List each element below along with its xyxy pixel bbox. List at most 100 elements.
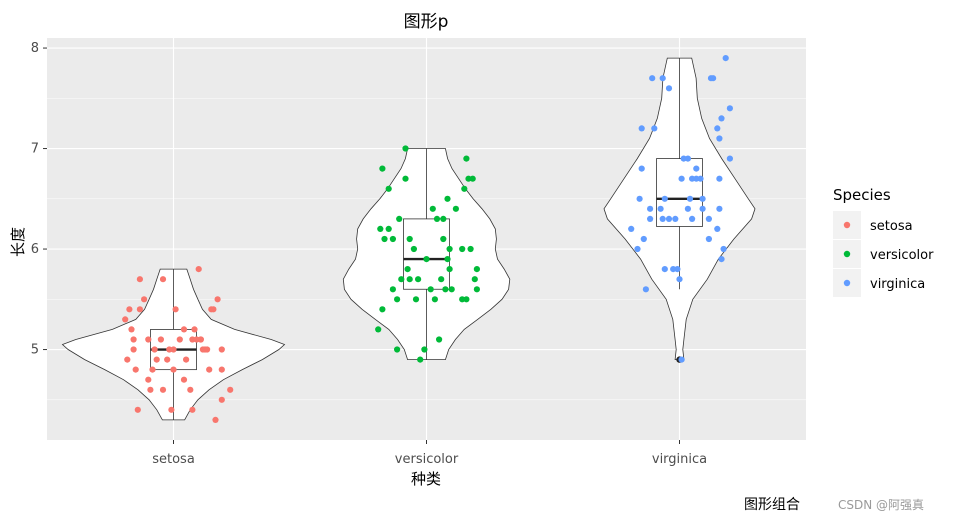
point-virginica: [636, 195, 643, 202]
point-versicolor: [394, 296, 401, 303]
point-virginica: [714, 225, 721, 232]
point-setosa: [159, 386, 167, 393]
point-setosa: [197, 336, 204, 343]
point-setosa: [145, 376, 152, 383]
point-virginica: [665, 215, 673, 222]
point-virginica: [678, 175, 685, 182]
point-virginica: [651, 125, 658, 132]
point-virginica: [634, 245, 641, 253]
point-virginica: [640, 235, 647, 243]
y-tick-label: 7: [31, 142, 39, 157]
point-virginica: [628, 225, 635, 232]
point-virginica: [670, 266, 677, 273]
point-versicolor: [379, 165, 386, 172]
point-versicolor: [446, 266, 453, 273]
figure-caption: 图形组合: [744, 497, 800, 513]
watermark: CSDN @阿强真: [838, 498, 925, 512]
point-setosa: [180, 326, 188, 333]
point-virginica: [638, 165, 645, 172]
point-setosa: [141, 296, 148, 303]
point-setosa: [132, 366, 139, 373]
point-virginica: [665, 85, 673, 92]
point-virginica: [718, 115, 725, 122]
point-virginica: [720, 245, 727, 253]
point-virginica: [678, 356, 685, 363]
point-versicolor: [463, 155, 470, 162]
point-virginica: [699, 195, 706, 202]
point-setosa: [159, 276, 167, 283]
point-versicolor: [396, 215, 403, 222]
point-virginica: [647, 215, 654, 222]
point-versicolor: [459, 245, 466, 253]
point-virginica: [638, 125, 645, 132]
point-setosa: [191, 326, 198, 333]
x-tick-label: versicolor: [395, 452, 459, 467]
point-virginica: [689, 215, 696, 222]
y-tick-label: 5: [31, 343, 39, 358]
point-versicolor: [429, 205, 436, 212]
point-virginica: [726, 105, 734, 112]
point-versicolor: [469, 175, 476, 182]
point-virginica: [697, 175, 704, 182]
point-setosa: [147, 386, 154, 393]
point-versicolor: [436, 336, 443, 343]
point-setosa: [149, 366, 156, 373]
point-versicolor: [473, 266, 480, 273]
y-axis: 5 6 7 8: [31, 41, 47, 358]
point-setosa: [157, 336, 164, 343]
point-virginica: [726, 155, 734, 162]
point-setosa: [136, 306, 143, 313]
x-axis: setosa versicolor virginica: [152, 440, 707, 467]
point-versicolor: [402, 145, 409, 152]
point-versicolor: [375, 326, 382, 333]
point-virginica: [657, 205, 664, 212]
box-versicolor: [403, 218, 450, 290]
y-axis-title: 长度: [9, 227, 27, 257]
point-versicolor: [377, 225, 384, 232]
legend-title: Species: [833, 186, 891, 204]
point-versicolor: [410, 245, 417, 253]
point-setosa: [130, 336, 137, 343]
point-versicolor: [442, 286, 449, 293]
point-setosa: [187, 386, 194, 393]
point-versicolor: [398, 276, 405, 283]
legend-label-versicolor: versicolor: [870, 248, 934, 263]
y-tick-label: 8: [31, 41, 39, 56]
point-setosa: [227, 386, 234, 393]
point-virginica: [689, 175, 696, 182]
point-versicolor: [431, 296, 438, 303]
point-virginica: [642, 286, 650, 293]
legend-label-virginica: virginica: [870, 277, 925, 292]
x-axis-title: 种类: [411, 470, 441, 488]
point-versicolor: [385, 225, 392, 232]
point-setosa: [124, 356, 131, 363]
point-versicolor: [412, 296, 420, 303]
violin-setosa: [61, 268, 286, 421]
point-versicolor: [394, 346, 401, 353]
point-virginica: [714, 125, 721, 132]
point-setosa: [172, 306, 179, 313]
point-setosa: [151, 346, 158, 353]
point-versicolor: [471, 276, 478, 283]
y-tick-label: 6: [31, 242, 39, 257]
point-setosa: [218, 346, 225, 353]
point-versicolor: [415, 276, 422, 283]
point-versicolor: [433, 215, 441, 222]
point-virginica: [661, 266, 668, 273]
point-setosa: [212, 416, 219, 423]
chart-title: 图形p: [404, 12, 449, 32]
point-versicolor: [381, 235, 388, 243]
x-tick-label: setosa: [152, 452, 195, 467]
point-setosa: [168, 406, 175, 413]
point-versicolor: [461, 185, 468, 192]
point-versicolor: [404, 266, 411, 273]
point-setosa: [180, 376, 188, 383]
point-versicolor: [463, 296, 470, 303]
point-versicolor: [467, 245, 474, 253]
point-virginica: [722, 55, 729, 62]
point-versicolor: [406, 235, 413, 243]
point-setosa: [130, 346, 137, 353]
point-virginica: [707, 75, 715, 82]
point-setosa: [126, 306, 133, 313]
